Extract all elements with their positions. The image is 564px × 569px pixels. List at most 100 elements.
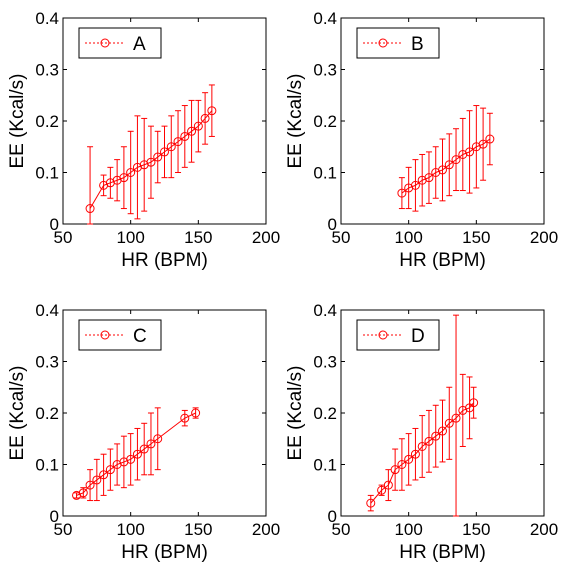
panel-d-data-point [404,454,414,464]
panel-b-data-point [397,188,407,198]
panel-d-data-point [366,498,376,508]
panel-d-x-tick-label: 50 [332,520,351,539]
panel-b-data-point [451,155,461,165]
panel-a-y-tick-label: 0.3 [35,61,59,80]
panel-a-y-tick-label: 0.4 [35,9,59,28]
panel-d-x-tick-label: 150 [462,520,490,539]
panel-d-data-point [417,441,427,451]
panel-b-y-tick-label: 0.3 [313,61,337,80]
panel-c-data-point [191,408,201,418]
panel-a-legend-box [78,27,162,59]
panel-c-data-point [105,465,115,475]
panel-a-data-point [85,204,95,214]
panel-b-data-point [424,173,434,183]
panel-d-x-tick-label: 100 [394,520,422,539]
panel-d-data-point [451,413,461,423]
panel-a-legend-marker [100,38,110,48]
panel-a-data-point [166,142,176,152]
panel-a-data-point [180,131,190,141]
panel-b-legend-label: B [411,34,424,55]
panel-a-data-point [146,157,156,167]
panel-a-y-tick-label: 0.2 [35,112,59,131]
panel-b-data-point [478,139,488,149]
panel-b-x-axis-label: HR (BPM) [399,250,486,271]
panel-b-y-tick-label: 0.1 [313,164,337,183]
panel-c-x-tick-label: 50 [54,520,73,539]
panel-b: 50 100 150 200 0 0.1 0.2 0.3 0.4 HR (BPM) EE (Kcal… [285,9,558,271]
panel-d-y-tick-label: 0.1 [313,456,337,475]
panel-d-legend-label: D [411,326,425,347]
panel-c-legend-box [78,319,162,351]
panel-a-data-point [187,126,197,136]
panel-a-x-tick-label: 150 [184,228,212,247]
panel-d-legend-marker [378,330,388,340]
panel-a-legend-label: A [133,34,146,55]
panel-b-x-tick-label: 200 [530,228,558,247]
panel-d: 50 100 150 200 0 0.1 0.2 0.3 0.4 HR (BPM) EE (Kcal… [285,301,558,563]
panel-c-y-tick-label: 0 [50,507,59,526]
panel-b-y-tick-label: 0 [328,215,337,234]
panel-b-x-tick-label: 150 [462,228,490,247]
panel-b-data-point [465,147,475,157]
panel-b-data-point [438,165,447,175]
panel-a-data-point [160,147,169,157]
panel-a-x-tick-label: 50 [54,228,73,247]
panel-d-y-tick-label: 0 [328,507,337,526]
panel-a-data-point [173,137,183,147]
panel-a-data-point [193,121,203,131]
panel-d-y-tick-label: 0.4 [313,301,337,320]
panel-d-y-axis-label: EE (Kcal/s) [285,365,306,460]
panel-c-data-point [92,475,102,485]
panel-b-legend-box [356,27,440,59]
panel-d-data-point [410,449,420,459]
panel-c-x-axis-label: HR (BPM) [121,542,208,563]
panel-c-y-tick-label: 0.2 [35,404,59,423]
panel-c-data-point [85,480,95,490]
panel-d-data-point [438,426,447,436]
panel-d-data-point [444,418,454,428]
panel-c-data-point [146,439,156,449]
panel-a: 50 100 150 200 0 0.1 0.2 0.3 0.4 HR (BPM) EE (Kcal… [7,9,280,271]
panel-b-y-tick-label: 0.2 [313,112,337,131]
panel-c-x-tick-label: 150 [184,520,212,539]
panel-d-x-axis-label: HR (BPM) [399,542,486,563]
panel-c-data-point [153,434,163,444]
panel-b-x-tick-label: 50 [332,228,351,247]
panel-b-data-point [444,160,454,170]
panel-d-y-tick-label: 0.3 [313,353,337,372]
panel-a-data-point [153,152,163,162]
panel-c-data-point [139,444,149,454]
panel-b-x-tick-label: 100 [394,228,422,247]
panel-c: 50 100 150 200 0 0.1 0.2 0.3 0.4 HR (BPM) EE (Kcal… [7,301,280,563]
panel-a-x-tick-label: 100 [116,228,144,247]
panel-b-y-axis-label: EE (Kcal/s) [285,73,306,168]
panel-a-y-tick-label: 0.1 [35,164,59,183]
panel-b-data-point [485,134,495,144]
panel-d-x-tick-label: 200 [530,520,558,539]
panel-b-data-point [410,180,420,190]
panel-d-data-point [424,436,434,446]
panel-c-y-tick-label: 0.3 [35,353,59,372]
panel-a-data-point [207,106,217,116]
panel-d-data-point [397,460,407,469]
panel-b-legend-marker [378,38,388,48]
panel-c-data-point [78,488,88,498]
panel-c-data-point [99,470,109,480]
panel-a-data-point [119,173,129,183]
panel-d-data-point [469,398,479,408]
panel-a-data-point [126,168,136,177]
panel-c-legend-marker [100,330,110,340]
panel-c-y-axis-label: EE (Kcal/s) [7,365,28,460]
panel-c-y-tick-label: 0.1 [35,456,59,475]
panel-c-data-point [126,454,136,464]
panel-a-y-tick-label: 0 [50,215,59,234]
panel-a-y-axis-label: EE (Kcal/s) [7,73,28,168]
panel-a-x-axis-label: HR (BPM) [121,250,208,271]
panel-d-data-point [377,485,387,495]
panel-c-legend-label: C [133,326,147,347]
panel-c-data-point [132,449,142,459]
panel-d-legend-box [356,319,440,351]
panel-c-x-tick-label: 200 [252,520,280,539]
panel-c-x-tick-label: 100 [116,520,144,539]
